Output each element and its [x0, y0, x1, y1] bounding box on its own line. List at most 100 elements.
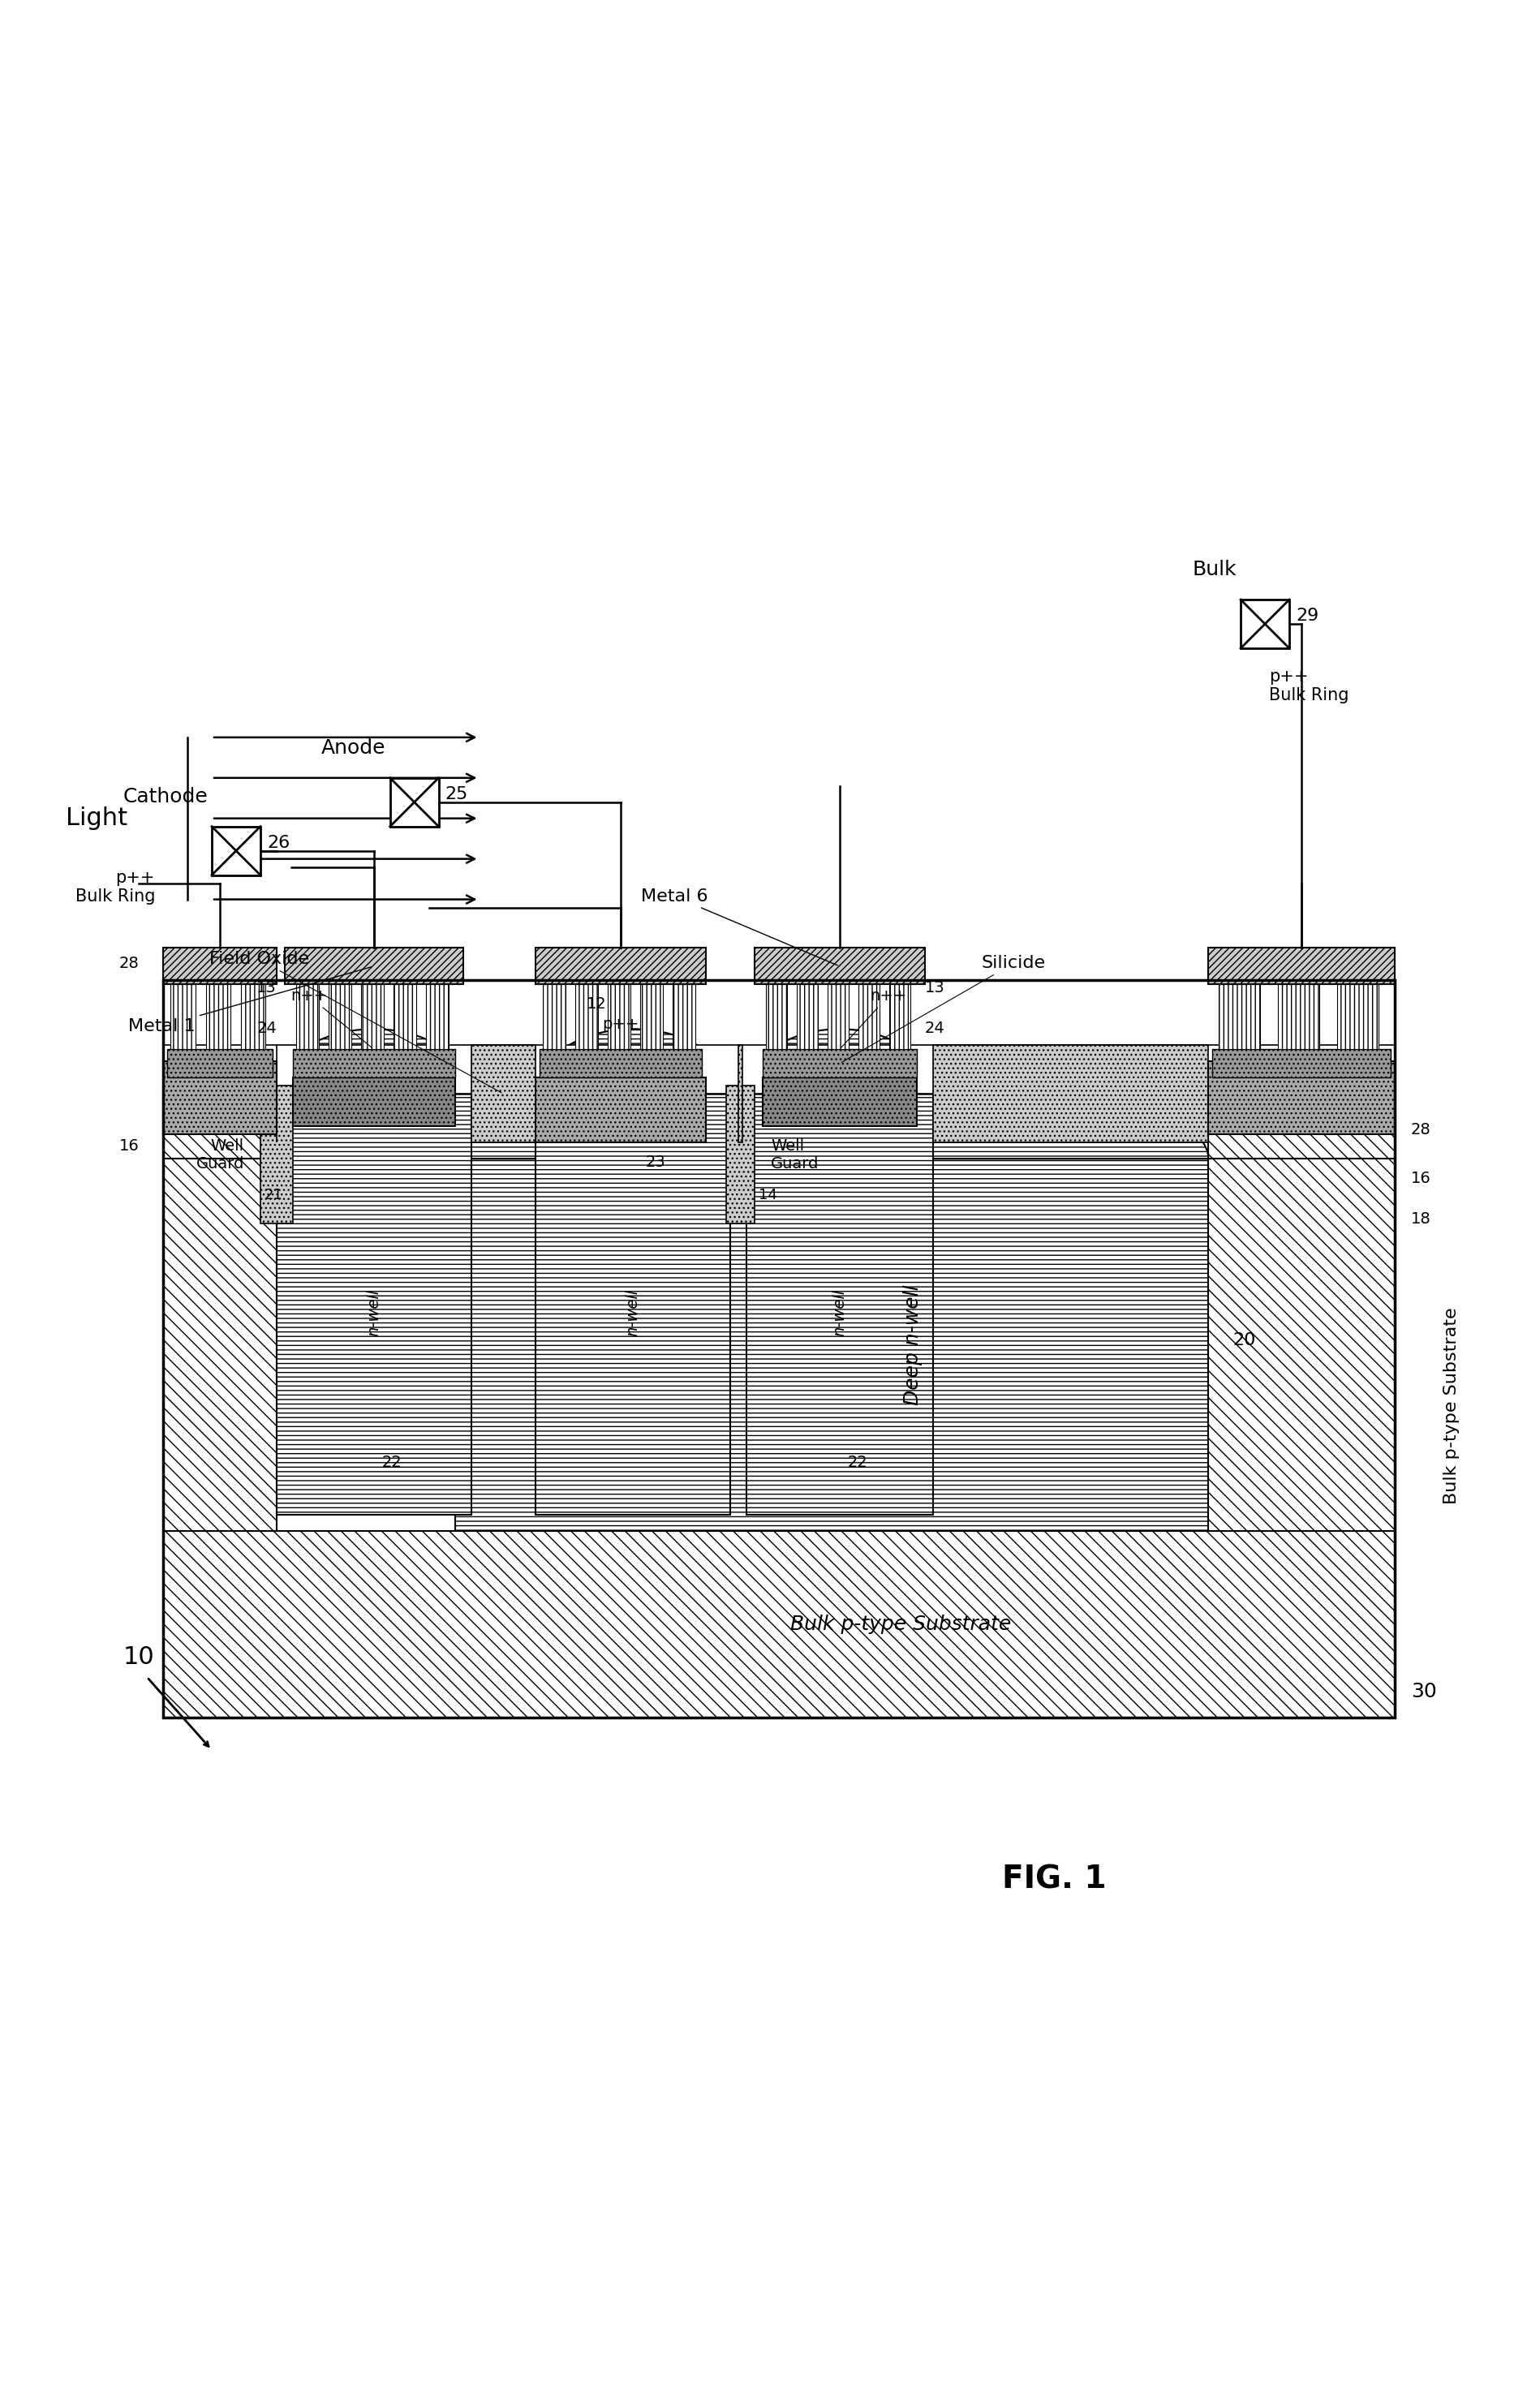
Text: n-well: n-well: [366, 1288, 382, 1336]
Text: 12: 12: [586, 997, 606, 1011]
Bar: [360, 985, 383, 1050]
Bar: [933, 1045, 1208, 1141]
Text: 24: 24: [257, 1021, 276, 1035]
Bar: [1212, 1050, 1391, 1079]
Bar: [168, 1050, 272, 1079]
Text: Anode: Anode: [322, 739, 386, 759]
Bar: [544, 985, 567, 1050]
Text: Bulk p-type Substrate: Bulk p-type Substrate: [789, 1616, 1011, 1635]
Bar: [171, 985, 195, 1050]
Text: 23: 23: [646, 1153, 666, 1170]
Text: 16: 16: [1411, 1170, 1431, 1187]
Bar: [889, 985, 910, 1050]
Text: Cathode: Cathode: [122, 787, 208, 807]
Bar: [206, 985, 231, 1050]
Text: 28: 28: [1411, 1122, 1431, 1137]
Bar: [765, 985, 788, 1050]
Text: 26: 26: [267, 836, 290, 850]
Text: p++
Bulk Ring: p++ Bulk Ring: [1269, 669, 1348, 703]
Text: 29: 29: [1296, 607, 1319, 624]
Text: 24: 24: [925, 1021, 945, 1035]
Polygon shape: [455, 1062, 1208, 1158]
Bar: [1208, 1158, 1394, 1531]
Text: n-well: n-well: [832, 1288, 847, 1336]
Text: Light: Light: [66, 807, 128, 831]
Bar: [576, 985, 599, 1050]
Text: 22: 22: [847, 1454, 867, 1469]
Bar: [163, 1045, 1394, 1093]
Bar: [1278, 985, 1319, 1050]
Bar: [673, 985, 695, 1050]
Text: Well
Guard: Well Guard: [195, 1139, 244, 1170]
Text: 13: 13: [257, 980, 276, 997]
Text: 13: 13: [925, 980, 945, 997]
Bar: [1208, 1062, 1394, 1134]
Bar: [163, 1158, 276, 1531]
Bar: [426, 985, 449, 1050]
Bar: [541, 1050, 702, 1079]
Text: Well
Guard: Well Guard: [771, 1139, 818, 1170]
Bar: [163, 949, 276, 985]
Text: Silicide: Silicide: [841, 956, 1046, 1062]
Text: 22: 22: [382, 1454, 402, 1469]
Text: p++: p++: [603, 1016, 640, 1033]
Bar: [1208, 1093, 1394, 1158]
Text: Metal 6: Metal 6: [641, 889, 838, 966]
Bar: [762, 1079, 916, 1127]
Text: Deep n-well: Deep n-well: [902, 1286, 922, 1406]
Polygon shape: [276, 1028, 470, 1093]
Bar: [389, 778, 438, 826]
Text: Bulk: Bulk: [1193, 561, 1237, 580]
Text: n-well: n-well: [626, 1288, 641, 1336]
Bar: [394, 985, 415, 1050]
Bar: [828, 985, 849, 1050]
Bar: [640, 985, 663, 1050]
Text: 20: 20: [1232, 1332, 1255, 1348]
Bar: [536, 949, 705, 985]
Text: p++
Bulk Ring: p++ Bulk Ring: [75, 869, 156, 905]
Bar: [328, 985, 351, 1050]
Text: 21: 21: [264, 1187, 282, 1202]
Bar: [163, 1531, 1394, 1717]
Bar: [754, 949, 925, 985]
Bar: [933, 1093, 1208, 1158]
Text: 16: 16: [119, 1139, 139, 1153]
Bar: [284, 949, 463, 985]
Bar: [608, 985, 631, 1050]
Bar: [293, 1050, 455, 1079]
Bar: [727, 1086, 754, 1223]
Bar: [293, 1079, 455, 1127]
Text: 25: 25: [444, 785, 469, 802]
Text: 18: 18: [1411, 1211, 1431, 1226]
Text: 30: 30: [1411, 1681, 1437, 1702]
Bar: [163, 980, 1394, 1717]
Bar: [858, 985, 880, 1050]
Polygon shape: [536, 1028, 730, 1093]
Bar: [747, 1093, 933, 1515]
Bar: [536, 1093, 730, 1515]
Text: 10: 10: [124, 1645, 154, 1669]
Text: n++: n++: [841, 990, 907, 1047]
Bar: [1241, 600, 1289, 648]
Bar: [1338, 985, 1379, 1050]
Text: FIG. 1: FIG. 1: [1002, 1864, 1107, 1895]
Text: Metal 1: Metal 1: [128, 968, 371, 1035]
Text: 14: 14: [759, 1187, 777, 1202]
Bar: [163, 1062, 276, 1134]
Bar: [739, 1045, 742, 1141]
Bar: [163, 1093, 276, 1158]
Bar: [212, 826, 261, 874]
Text: n++: n++: [290, 990, 373, 1047]
Bar: [276, 1093, 470, 1515]
Polygon shape: [747, 1028, 933, 1093]
Bar: [1208, 949, 1394, 985]
Bar: [762, 1050, 916, 1079]
Bar: [536, 1079, 705, 1141]
Bar: [296, 985, 319, 1050]
Text: Field Oxide: Field Oxide: [209, 951, 501, 1093]
Bar: [1219, 985, 1260, 1050]
Bar: [797, 985, 818, 1050]
Bar: [455, 1158, 1208, 1531]
Bar: [261, 1086, 293, 1223]
Bar: [241, 985, 266, 1050]
